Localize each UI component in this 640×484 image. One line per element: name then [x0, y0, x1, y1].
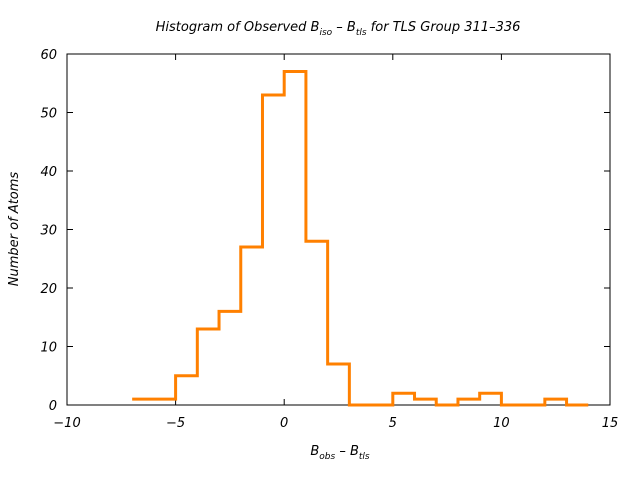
x-tick-label: 5: [389, 416, 397, 431]
chart-title-mid: – B: [332, 20, 356, 35]
y-axis-label: Number of Atoms: [7, 172, 22, 287]
x-axis-label-main: B: [310, 444, 319, 459]
x-tick-label: 0: [280, 416, 288, 431]
chart-title: Histogram of Observed Biso – Btls for TL…: [156, 20, 521, 38]
x-axis-label-sub-obs: obs: [319, 452, 335, 462]
x-tick-label: 15: [602, 416, 619, 431]
histogram-line: [132, 70, 589, 407]
x-tick-label: 10: [493, 416, 510, 431]
chart-title-sub-tls: tls: [356, 28, 367, 38]
y-tick-label: 50: [40, 107, 57, 122]
y-tick-label: 30: [40, 224, 57, 239]
y-tick-label: 0: [49, 399, 57, 414]
axis-ticks: [66, 53, 611, 406]
chart-title-suffix: for TLS Group 311–336: [367, 20, 521, 35]
x-tick-label: −10: [53, 416, 80, 431]
chart-title-sub-iso: iso: [319, 28, 332, 38]
x-axis-label-mid: – B: [335, 444, 359, 459]
x-axis-label: Bobs – Btls: [310, 444, 370, 462]
chart-title-prefix: Histogram of Observed B: [156, 20, 320, 35]
x-tick-label: −5: [166, 416, 185, 431]
y-tick-label: 10: [40, 341, 57, 356]
y-tick-label: 20: [40, 282, 57, 297]
axis-tick-labels: −10 −5 0 5 10 15 0 10 20 30 40 50 60: [40, 48, 618, 431]
y-tick-label: 40: [40, 165, 57, 180]
y-tick-label: 60: [40, 48, 57, 63]
x-axis-label-sub-tls: tls: [359, 452, 370, 462]
plot-frame: [66, 53, 611, 406]
